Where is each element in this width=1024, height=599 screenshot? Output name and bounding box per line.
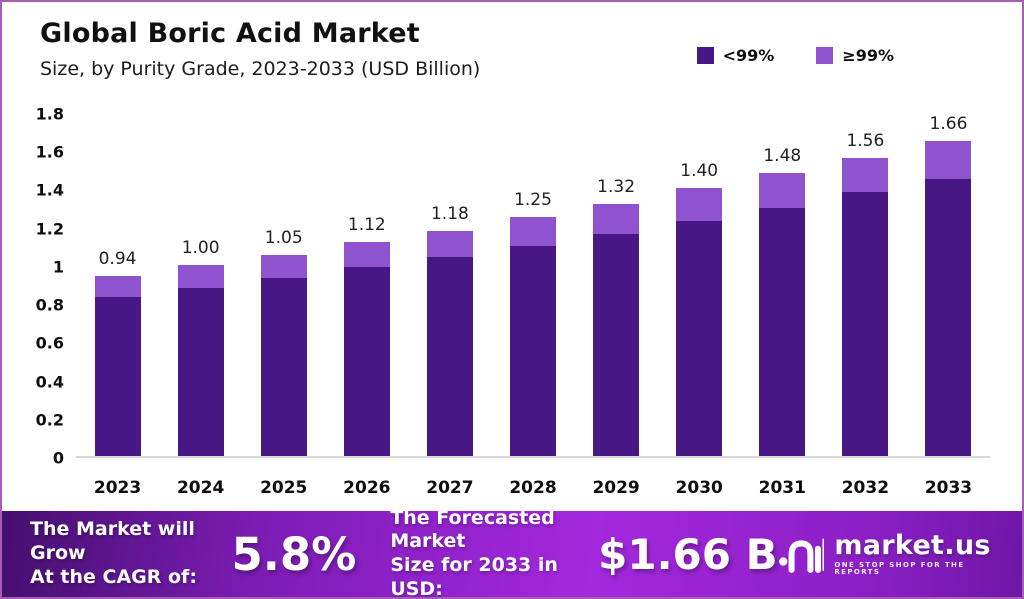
y-tick-label: 1: [52, 257, 64, 277]
bar-segment-gte99: [759, 173, 806, 208]
legend-label-lt99: <99%: [722, 46, 775, 65]
bar-group-2031: 1.48: [741, 114, 824, 456]
page-title: Global Boric Acid Market: [40, 18, 420, 49]
bar-total-label: 1.18: [430, 203, 469, 224]
bar-total-label: 1.32: [597, 176, 636, 197]
x-axis-label-2032: 2032: [841, 478, 890, 498]
y-tick-label: 1.4: [35, 180, 64, 200]
legend-swatch-lt99: [696, 47, 714, 64]
market-us-logo-icon: [778, 538, 825, 573]
bar-group-2026: 1.12: [325, 114, 408, 456]
cagr-label-line2: At the CAGR of:: [30, 565, 197, 588]
bar-segment-gte99: [94, 276, 141, 298]
legend: <99% ≥99%: [696, 46, 894, 65]
cagr-label: The Market will Grow At the CAGR of:: [30, 518, 200, 589]
bar-total-label: 1.05: [264, 228, 303, 249]
x-axis-label-2031: 2031: [758, 478, 806, 498]
bar-segment-gte99: [925, 141, 972, 179]
bar-segment-gte99: [343, 241, 390, 267]
x-axis-label-2028: 2028: [509, 478, 557, 498]
cagr-label-line1: The Market will Grow: [30, 518, 195, 565]
bar-segment-gte99: [676, 188, 723, 221]
bar-group-2025: 1.05: [242, 114, 325, 456]
x-axis-label-2026: 2026: [343, 478, 391, 498]
y-tick-label: 0.6: [35, 333, 64, 353]
x-axis-label-2030: 2030: [675, 478, 723, 498]
bar-segment-lt99: [593, 234, 640, 456]
y-tick-label: 0.2: [35, 410, 64, 430]
brand-tagline: ONE STOP SHOP FOR THE REPORTS: [834, 561, 965, 576]
brand-text: market.us ONE STOP SHOP FOR THE REPORTS: [834, 532, 996, 576]
forecast-label-line2: Size for 2033 in USD:: [390, 554, 558, 599]
bar-segment-lt99: [925, 178, 972, 456]
bar-segment-lt99: [759, 207, 806, 456]
x-axis-label-2027: 2027: [426, 478, 474, 498]
y-tick-label: 1.2: [35, 219, 64, 239]
bar-group-2030: 1.40: [658, 114, 741, 456]
brand-name: market.us: [834, 530, 991, 561]
page-subtitle: Size, by Purity Grade, 2023-2033 (USD Bi…: [40, 58, 481, 80]
bar-segment-lt99: [510, 245, 557, 456]
bar-segment-lt99: [177, 287, 224, 456]
bar-total-label: 1.12: [347, 214, 386, 235]
bar-total-label: 1.25: [514, 190, 552, 211]
x-axis-label-2024: 2024: [176, 478, 225, 498]
bar-segment-lt99: [343, 266, 390, 456]
footer-banner: The Market will Grow At the CAGR of: 5.8…: [2, 507, 1022, 597]
y-tick-label: 0.4: [35, 372, 64, 392]
bar-group-2028: 1.25: [491, 114, 574, 456]
bar-total-label: 1.66: [929, 114, 968, 134]
x-axis-label-2023: 2023: [93, 478, 142, 498]
bar-chart: 0.94 1.00 1.05 1.12 1.18 1.25 1.32 1.40 1.48 1.56…: [76, 114, 990, 458]
bar-segment-gte99: [260, 255, 307, 279]
bar-segment-lt99: [842, 192, 889, 456]
bar-total-label: 1.40: [680, 161, 719, 182]
cagr-value: 5.8%: [231, 527, 357, 581]
bar-segment-lt99: [260, 278, 307, 456]
legend-swatch-gte99: [816, 47, 834, 64]
legend-item-lt99: <99%: [696, 46, 775, 65]
forecast-label-line1: The Forecasted Market: [390, 506, 555, 553]
bar-total-label: 1.56: [846, 130, 885, 151]
bar-segment-lt99: [94, 297, 141, 456]
y-axis: 0 0.2 0.4 0.6 0.8 1 1.2 1.4 1.6 1.8: [2, 105, 64, 468]
bar-total-label: 1.48: [763, 146, 802, 167]
legend-item-gte99: ≥99%: [816, 46, 894, 65]
bar-group-2029: 1.32: [575, 114, 658, 456]
x-axis: 2023 2024 2025 2026 2027 2028 2029 2030 2031 2032…: [76, 470, 990, 500]
bar-segment-gte99: [510, 217, 557, 246]
bar-group-2032: 1.56: [824, 114, 907, 456]
bar-total-label: 1.00: [181, 237, 220, 258]
legend-label-gte99: ≥99%: [842, 46, 894, 65]
forecast-value: $1.66 B: [598, 529, 778, 579]
y-tick-label: 1.6: [35, 142, 64, 162]
bar-group-2024: 1.00: [159, 114, 242, 456]
bar-segment-gte99: [426, 230, 473, 258]
bar-total-label: 0.94: [98, 249, 137, 270]
bar-segment-gte99: [842, 157, 889, 193]
bar-segment-lt99: [676, 220, 723, 456]
bar-segment-gte99: [177, 264, 224, 288]
bar-segment-gte99: [593, 203, 640, 235]
x-axis-label-2025: 2025: [260, 478, 308, 498]
bar-group-2023: 0.94: [76, 114, 159, 456]
y-tick-label: 0.8: [35, 295, 64, 315]
y-tick-label: 1.8: [35, 104, 64, 124]
forecast-label: The Forecasted Market Size for 2033 in U…: [390, 506, 574, 599]
x-axis-label-2033: 2033: [924, 478, 973, 498]
y-tick-label: 0: [52, 448, 64, 468]
bar-segment-lt99: [426, 257, 473, 456]
brand-block: market.us ONE STOP SHOP FOR THE REPORTS: [778, 531, 996, 577]
bar-group-2033: 1.66: [907, 114, 990, 456]
bar-group-2027: 1.18: [408, 114, 491, 456]
x-axis-label-2029: 2029: [592, 478, 640, 498]
